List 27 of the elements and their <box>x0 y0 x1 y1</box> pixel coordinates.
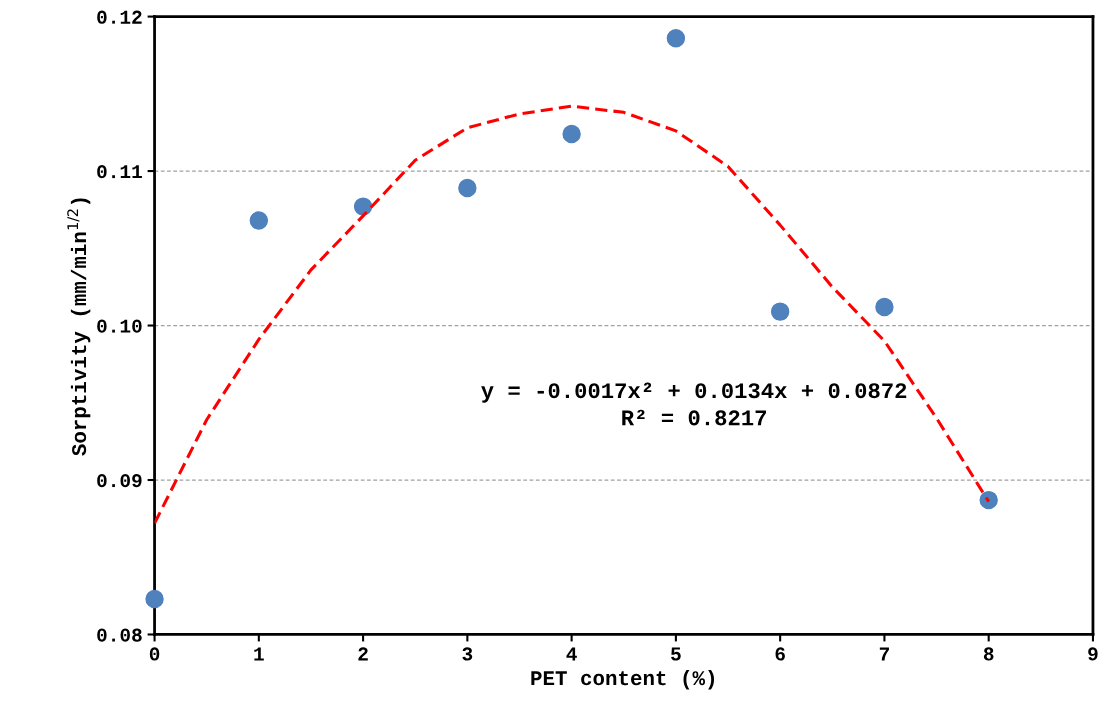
x-tick-label: 2 <box>358 647 368 661</box>
point <box>562 124 581 144</box>
y-tick-label: 0.09 <box>97 474 142 488</box>
y-axis-title: Sorptivity (mm/min$^{1/2}$) <box>67 198 91 456</box>
point <box>249 211 269 230</box>
point <box>353 197 373 216</box>
x-tick-label: 9 <box>1088 647 1098 661</box>
y-tick-label: 0.11 <box>97 165 142 179</box>
x-axis-title: PET content (%) <box>531 669 715 690</box>
x-tick-label: 4 <box>566 647 577 661</box>
x-tick-label: 6 <box>775 647 785 661</box>
x-tick-label: 8 <box>983 647 994 661</box>
point <box>666 29 686 48</box>
y-tick-label: 0.10 <box>97 319 142 333</box>
x-tick-label: 1 <box>254 647 264 661</box>
point <box>979 490 998 510</box>
x-tick-label: 3 <box>462 647 473 661</box>
point <box>875 297 894 317</box>
point <box>145 589 164 609</box>
y-tick-label: 0.12 <box>97 10 142 24</box>
x-tick-label: 0 <box>149 647 160 661</box>
x-tick-label: 7 <box>879 647 889 661</box>
point <box>458 178 477 198</box>
point <box>770 302 790 321</box>
x-tick-label: 5 <box>671 647 681 661</box>
y-tick-label: 0.08 <box>97 628 142 642</box>
annotation: y = -0.0017x² + 0.0134x + 0.0872 R² = 0.8217 <box>481 382 907 426</box>
